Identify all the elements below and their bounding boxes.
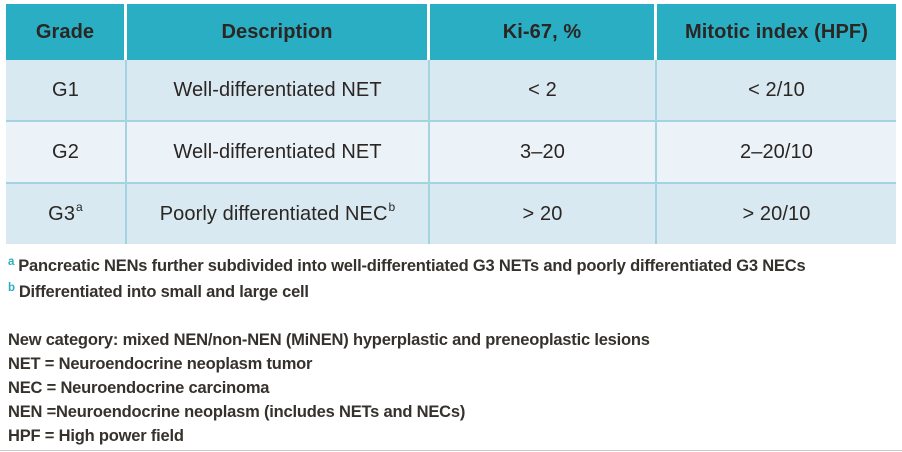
note-hpf-definition: HPF = High power field — [8, 427, 184, 445]
abbreviations-block: New category: mixed NEN/non-NEN (MiNEN) … — [8, 328, 902, 448]
footnote-a-marker: a — [8, 256, 15, 268]
footnote-a-text: Pancreatic NENs further subdivided into … — [18, 257, 806, 275]
table-row-g3: G3 a Poorly differentiated NEC b > 20 > 20… — [6, 182, 896, 244]
footnotes-block: a Pancreatic NENs further subdivided into… — [8, 254, 902, 306]
column-header-mitotic-index: Mitotic index (HPF) — [684, 20, 868, 43]
grade-value: G3 — [48, 202, 76, 225]
footnote-b-marker: b — [8, 282, 15, 294]
footnote-b-text: Differentiated into small and large cell — [18, 283, 309, 301]
column-header-ki67: Ki-67, % — [430, 4, 657, 60]
note-nec-definition: NEC = Neuroendocrine carcinoma — [8, 379, 270, 397]
bottom-rule — [0, 450, 902, 451]
cell-description: Well-differentiated NET — [127, 60, 430, 120]
cell-mitotic-index: < 2/10 — [748, 78, 805, 101]
cell-description: Poorly differentiated NEC b — [127, 184, 430, 244]
column-header-description: Description — [127, 4, 430, 60]
description-value: Well-differentiated NET — [173, 140, 382, 163]
cell-description: Well-differentiated NET — [127, 122, 430, 182]
note-net-definition: NET = Neuroendocrine neoplasm tumor — [8, 355, 313, 373]
column-header-grade: Grade — [6, 4, 127, 60]
cell-mitotic-index: 2–20/10 — [740, 140, 813, 163]
description-value: Well-differentiated NET — [173, 78, 382, 101]
cell-ki67: > 20 — [430, 184, 657, 244]
grade-value: G2 — [52, 140, 79, 163]
footnote-b: b Differentiated into small and large cel… — [8, 280, 902, 306]
table-row-g2: G2 Well-differentiated NET 3–20 2–20/10 — [6, 120, 896, 182]
cell-grade: G2 — [6, 122, 127, 182]
grade-value: G1 — [52, 78, 79, 101]
description-value: Poorly differentiated NEC — [159, 202, 388, 225]
notes-area: a Pancreatic NENs further subdivided into… — [8, 254, 902, 448]
note-new-category: New category: mixed NEN/non-NEN (MiNEN) … — [8, 331, 650, 349]
cell-ki67: < 2 — [430, 60, 657, 120]
cell-ki67: 3–20 — [430, 122, 657, 182]
table-row-g1: G1 Well-differentiated NET < 2 < 2/10 — [6, 60, 896, 120]
cell-mitotic-index: > 20/10 — [742, 202, 811, 225]
grading-table: Grade Description Ki-67, % Mitotic index… — [6, 4, 896, 244]
table-header-row: Grade Description Ki-67, % Mitotic index… — [6, 4, 896, 60]
cell-grade: G1 — [6, 60, 127, 120]
footnote-a: a Pancreatic NENs further subdivided into… — [8, 254, 902, 280]
note-nen-definition: NEN =Neuroendocrine neoplasm (includes N… — [8, 403, 466, 421]
cell-grade: G3 a — [6, 184, 127, 244]
